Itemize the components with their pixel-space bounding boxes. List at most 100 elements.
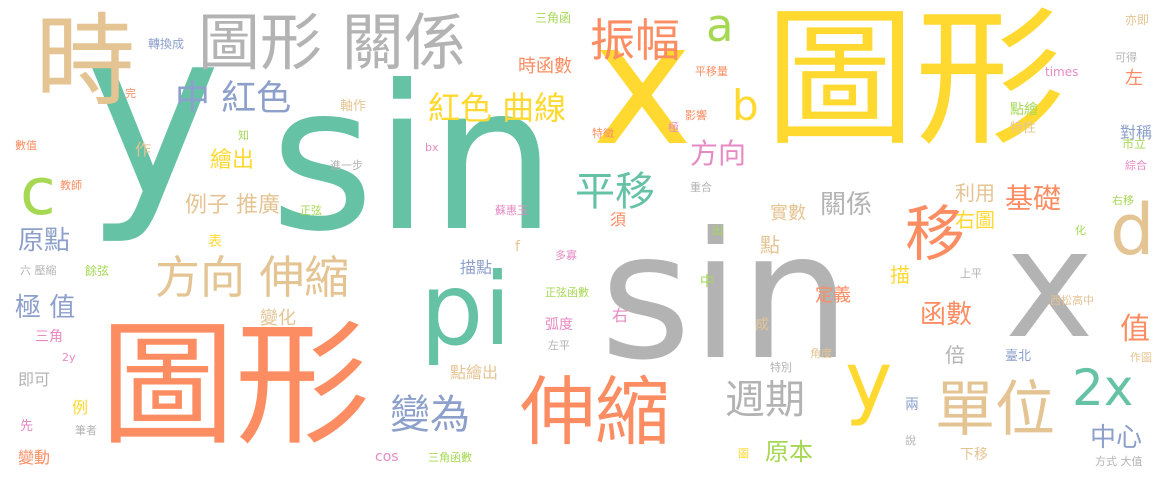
cloud-word: a xyxy=(706,0,734,52)
cloud-word: 說 xyxy=(905,434,916,447)
cloud-word: 作圖 xyxy=(1130,351,1152,364)
cloud-word: 移 xyxy=(905,200,965,270)
cloud-word: 須 xyxy=(610,210,627,229)
cloud-word: x xyxy=(592,0,693,184)
cloud-word: sin xyxy=(270,43,557,276)
cloud-word: y xyxy=(845,335,893,428)
cloud-word: 圖形 xyxy=(765,0,1066,167)
cloud-word: 重合 xyxy=(690,181,712,194)
cloud-word: cos xyxy=(375,449,399,465)
cloud-word: 例 xyxy=(72,398,89,417)
cloud-word: 轉換成 xyxy=(148,37,185,51)
cloud-word: 振幅 xyxy=(590,14,681,67)
cloud-word: 圖 xyxy=(738,447,749,460)
cloud-word: 中心 xyxy=(1090,423,1143,453)
cloud-word: 圖形 關係 xyxy=(198,6,466,79)
cloud-word: 市立 xyxy=(1122,137,1147,151)
cloud-word: 完 xyxy=(125,87,136,100)
cloud-word: 極 值 xyxy=(15,293,76,323)
cloud-word: f xyxy=(515,239,520,255)
cloud-word: 單位 xyxy=(935,375,1055,445)
cloud-word: sin xyxy=(600,196,851,399)
cloud-word: 中 xyxy=(700,274,714,290)
cloud-word: d xyxy=(1110,189,1155,271)
cloud-word: 週期 xyxy=(725,377,805,423)
cloud-word: 臺北 xyxy=(1005,349,1032,364)
cloud-word: 綜合 xyxy=(1125,159,1147,172)
cloud-word: 倍 xyxy=(945,343,965,367)
cloud-word: 亦即 xyxy=(1125,13,1150,27)
cloud-word: 筆者 xyxy=(75,424,97,437)
cloud-word: 方式 大值 xyxy=(1095,455,1143,468)
cloud-word: 特徵 xyxy=(592,127,614,140)
cloud-word: 角度 xyxy=(810,347,832,360)
cloud-word: 可得 xyxy=(1115,51,1137,64)
cloud-word: 上平 xyxy=(960,267,982,280)
cloud-word: 2x xyxy=(1072,359,1134,417)
cloud-word: 數值 xyxy=(15,139,37,152)
cloud-word: 伸縮 xyxy=(520,368,671,456)
cloud-word: 點 xyxy=(760,233,780,257)
cloud-word: 左 xyxy=(1125,68,1143,89)
cloud-word: 多寡 xyxy=(555,249,577,262)
cloud-word: 即可 xyxy=(18,370,51,389)
cloud-word: 表 xyxy=(208,234,222,250)
cloud-word: 教師 xyxy=(60,179,82,192)
cloud-word: b xyxy=(732,81,759,130)
cloud-word: 點繪出 xyxy=(450,363,499,382)
cloud-word: 對稱 xyxy=(1120,123,1153,142)
cloud-word: 正弦 xyxy=(300,204,322,217)
cloud-word: 關係 xyxy=(820,190,873,220)
cloud-word: 極 xyxy=(668,121,679,134)
cloud-word: 三角 xyxy=(35,329,63,345)
cloud-word: 點繪 xyxy=(1010,102,1038,118)
cloud-word: 描 xyxy=(890,263,910,287)
cloud-word: c xyxy=(20,155,56,230)
cloud-word: times xyxy=(1045,65,1079,79)
cloud-word: 基礎 xyxy=(1005,182,1062,215)
cloud-word: 中 紅色 xyxy=(175,79,292,119)
cloud-word: 右 xyxy=(612,306,629,325)
cloud-word: x xyxy=(1005,198,1094,372)
cloud-word: 下移 xyxy=(960,447,988,463)
cloud-word: 兩 xyxy=(905,397,919,413)
cloud-word: 定義 xyxy=(815,285,851,306)
cloud-word: 弧度 xyxy=(545,317,573,333)
cloud-word: 化 xyxy=(1075,224,1086,237)
cloud-word: 時 xyxy=(35,3,135,120)
cloud-word: 描點 xyxy=(460,258,493,277)
cloud-word: 蘇惠玉 xyxy=(495,204,528,217)
cloud-word: 特別 xyxy=(770,361,792,374)
cloud-word: 實數 xyxy=(770,203,806,224)
cloud-word: 軸作 xyxy=(340,99,367,114)
cloud-word: 三角函 xyxy=(535,11,572,25)
cloud-word: 平移 xyxy=(575,169,655,215)
cloud-word: 進一步 xyxy=(330,159,363,172)
cloud-word: 方向 xyxy=(690,137,747,170)
cloud-word: 六 壓縮 xyxy=(20,264,57,277)
cloud-word: 右圖 xyxy=(955,208,995,232)
cloud-word: 出 xyxy=(712,224,723,237)
cloud-word: 例子 推廣 xyxy=(185,193,280,218)
cloud-word: y xyxy=(85,0,222,248)
cloud-word: 利用 xyxy=(955,181,995,205)
cloud-word: 變化 xyxy=(260,308,296,329)
cloud-word: 原本 xyxy=(765,438,813,466)
cloud-word: 紅色 曲線 xyxy=(428,89,567,127)
cloud-word: 餘弦 xyxy=(85,264,110,278)
cloud-word: pi xyxy=(420,251,512,368)
cloud-word: 值 xyxy=(1120,312,1150,347)
cloud-word: 時函數 xyxy=(518,56,572,77)
cloud-word: 方向 伸縮 xyxy=(155,251,350,304)
cloud-word: 知 xyxy=(238,129,249,142)
cloud-word: 原點 xyxy=(18,226,71,256)
cloud-word: 變為 xyxy=(390,392,470,438)
cloud-word: 特性 xyxy=(1010,121,1037,136)
cloud-word: 作 xyxy=(135,140,152,159)
cloud-word: 左平 xyxy=(548,339,570,352)
cloud-word: 平移量 xyxy=(695,65,728,78)
cloud-word: 2y xyxy=(62,351,76,364)
cloud-word: 右移 xyxy=(1112,194,1134,207)
cloud-word: 函數 xyxy=(920,300,973,330)
